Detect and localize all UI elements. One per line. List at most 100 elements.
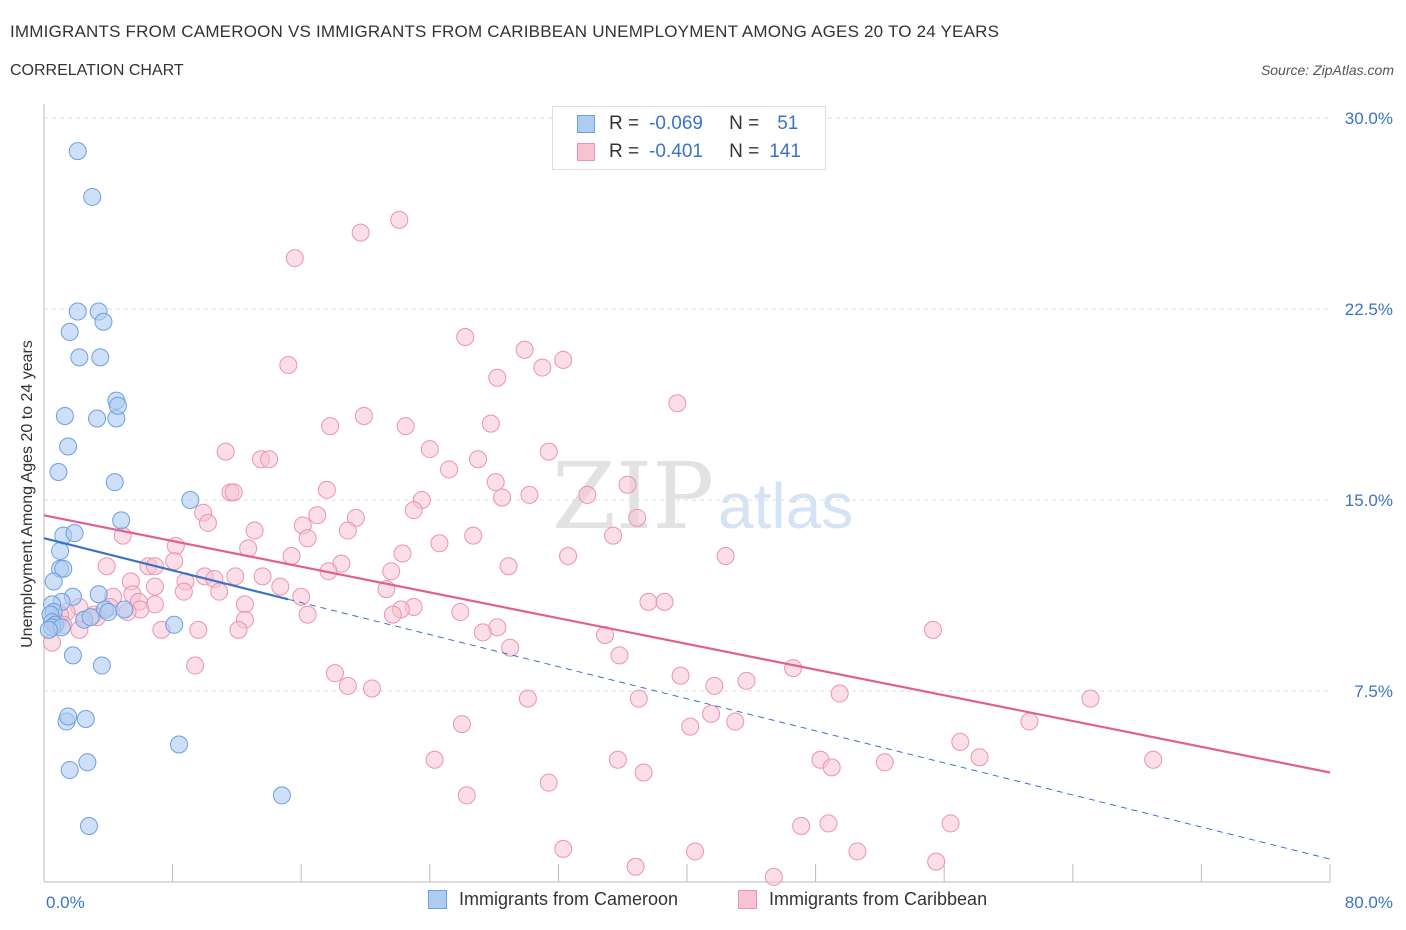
caribbean-point xyxy=(626,857,645,876)
caribbean-point xyxy=(174,582,193,601)
bottom-caribbean-label: Immigrants from Caribbean xyxy=(769,889,988,909)
caribbean-point xyxy=(539,442,558,461)
caribbean-point xyxy=(224,483,243,502)
caribbean-point xyxy=(469,450,488,469)
caribbean-point xyxy=(520,485,539,504)
legend-row-caribbean: R = -0.401 N = 141 xyxy=(577,140,801,164)
cameroon-point xyxy=(63,646,82,665)
cameroon-point xyxy=(89,585,108,604)
caribbean-point xyxy=(145,577,164,596)
caribbean-point xyxy=(282,547,301,566)
cameroon-point xyxy=(112,511,131,530)
caribbean-point xyxy=(97,557,116,576)
cameroon-point xyxy=(68,302,87,321)
caribbean-point xyxy=(518,689,537,708)
caribbean-point xyxy=(383,605,402,624)
caribbean-point xyxy=(481,414,500,433)
cameroon-swatch xyxy=(577,115,595,133)
caribbean-point xyxy=(559,547,578,566)
caribbean-point xyxy=(165,552,184,571)
caribbean-point xyxy=(390,210,409,229)
caribbean-point xyxy=(671,666,690,685)
caribbean-point xyxy=(186,656,205,675)
caribbean-point xyxy=(578,485,597,504)
cameroon-point xyxy=(272,786,291,805)
cameroon-n-value: 51 xyxy=(777,113,799,134)
caribbean-point xyxy=(923,620,942,639)
source-credit: Source: ZipAtlas.com xyxy=(1260,62,1394,78)
caribbean-point xyxy=(1144,750,1163,769)
cameroon-point xyxy=(88,409,107,428)
cameroon-n-label: N = xyxy=(729,113,760,134)
chart-title: IMMIGRANTS FROM CAMEROON VS IMMIGRANTS F… xyxy=(10,22,1000,41)
cameroon-point xyxy=(44,572,63,591)
caribbean-point xyxy=(321,417,340,436)
caribbean-point xyxy=(198,513,217,532)
caribbean-point xyxy=(554,350,573,369)
caribbean-point xyxy=(298,605,317,624)
caribbean-point xyxy=(604,526,623,545)
caribbean-r-label: R = xyxy=(609,141,640,162)
cameroon-point xyxy=(105,473,124,492)
caribbean-n-label: N = xyxy=(729,141,760,162)
caribbean-point xyxy=(253,567,272,586)
caribbean-point xyxy=(681,717,700,736)
axes xyxy=(43,104,1331,883)
cameroon-point xyxy=(51,541,70,560)
cameroon-r-value: -0.069 xyxy=(649,113,703,134)
cameroon-points xyxy=(39,142,291,835)
cameroon-point xyxy=(68,142,87,161)
cameroon-point xyxy=(92,656,111,675)
cameroon-point xyxy=(54,559,73,578)
cameroon-point xyxy=(65,524,84,543)
x-tick-label: 80.0% xyxy=(1345,893,1393,912)
caribbean-point xyxy=(382,562,401,581)
caribbean-point xyxy=(308,506,327,525)
caribbean-point xyxy=(493,488,512,507)
caribbean-point xyxy=(1020,712,1039,731)
caribbean-point xyxy=(346,508,365,527)
stats-legend: R = -0.069 N = 51 R = -0.401 N = 141 xyxy=(552,106,826,170)
caribbean-point xyxy=(737,671,756,690)
cameroon-point xyxy=(115,600,134,619)
caribbean-point xyxy=(229,620,248,639)
caribbean-point xyxy=(235,595,254,614)
caribbean-point xyxy=(822,758,841,777)
cameroon-point xyxy=(60,322,79,341)
caribbean-point xyxy=(425,750,444,769)
watermark-atlas: atlas xyxy=(718,470,853,542)
caribbean-point xyxy=(610,646,629,665)
caribbean-point xyxy=(501,638,520,657)
caribbean-swatch xyxy=(577,143,595,161)
caribbean-point xyxy=(970,748,989,767)
caribbean-point xyxy=(764,867,783,886)
cameroon-point xyxy=(60,760,79,779)
cameroon-point xyxy=(181,491,200,509)
cameroon-point xyxy=(108,396,127,415)
caribbean-point xyxy=(554,839,573,858)
cameroon-point xyxy=(59,707,78,726)
caribbean-point xyxy=(456,328,475,347)
cameroon-trend-dashed xyxy=(288,598,1331,860)
cameroon-point xyxy=(170,735,189,754)
cameroon-point xyxy=(39,620,58,639)
caribbean-point xyxy=(1081,689,1100,708)
cameroon-point xyxy=(80,816,99,835)
caribbean-point xyxy=(618,475,637,494)
caribbean-trend-line xyxy=(43,514,1331,774)
caribbean-point xyxy=(686,842,705,861)
caribbean-point xyxy=(927,852,946,871)
cameroon-point xyxy=(59,437,78,456)
caribbean-point xyxy=(702,704,721,723)
caribbean-point xyxy=(396,417,415,436)
caribbean-point xyxy=(473,623,492,642)
bottom-legend-caribbean: Immigrants from Caribbean xyxy=(738,889,987,910)
caribbean-point xyxy=(451,603,470,622)
caribbean-point xyxy=(210,582,229,601)
caribbean-point xyxy=(298,529,317,548)
caribbean-n-value: 141 xyxy=(769,141,801,162)
y-tick-label: 15.0% xyxy=(1345,491,1393,510)
caribbean-point xyxy=(189,620,208,639)
chart-subtitle: CORRELATION CHART xyxy=(10,62,184,79)
caribbean-point xyxy=(260,450,279,469)
